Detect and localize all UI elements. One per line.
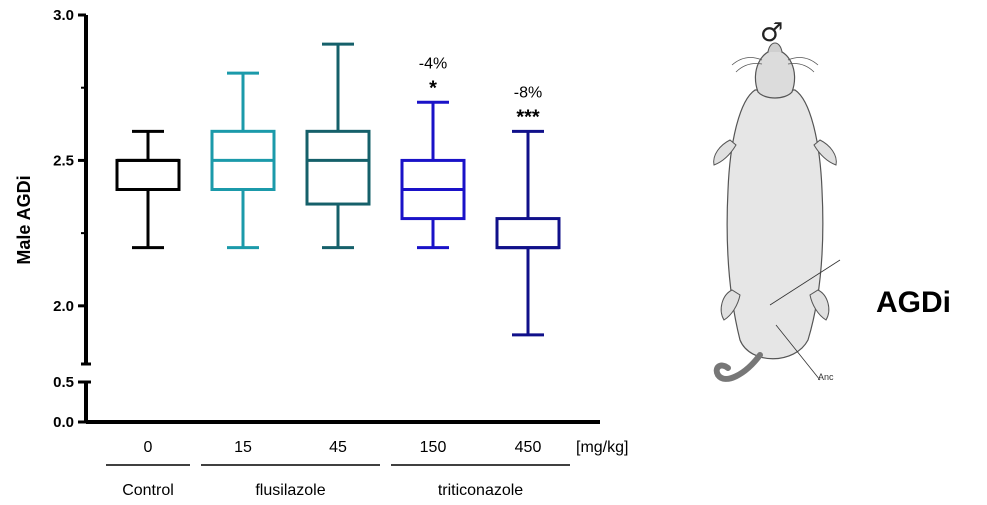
group-label: triticonazole: [438, 482, 523, 499]
significance-marker: ***: [516, 106, 540, 128]
y-tick-label: 2.0: [53, 298, 74, 315]
y-tick-label: 3.0: [53, 7, 74, 24]
y-tick-label: 0.5: [53, 374, 74, 391]
y-tick-label: 2.5: [53, 152, 74, 169]
x-tick-label: 45: [329, 439, 347, 456]
group-label: flusilazole: [255, 482, 325, 499]
x-tick-label: 15: [234, 439, 252, 456]
agdi-label: AGDi: [876, 286, 951, 319]
group-label: Control: [122, 482, 174, 499]
box-plot-chart: 2.0 2.5 3.0 0.0 0.5 Male AGDi 0 15 45 150 -4% * 450 -…: [14, 7, 628, 499]
box-iqr: [115, 158, 181, 192]
box-iqr: [305, 129, 371, 206]
percent-change-label: -8%: [514, 84, 542, 101]
callout-label: Anc: [818, 372, 834, 382]
x-tick-label: 150: [420, 439, 447, 456]
y-axis-label: Male AGDi: [14, 175, 34, 264]
box-iqr: [495, 217, 561, 250]
mouse-illustration: [713, 42, 841, 382]
percent-change-label: -4%: [419, 55, 447, 72]
x-tick-label: 450: [515, 439, 542, 456]
male-symbol-icon: ♂: [760, 18, 784, 48]
unit-label: [mg/kg]: [576, 439, 628, 456]
x-tick-label: 0: [144, 439, 153, 456]
y-tick-label: 0.0: [53, 414, 74, 431]
significance-marker: *: [429, 77, 437, 99]
